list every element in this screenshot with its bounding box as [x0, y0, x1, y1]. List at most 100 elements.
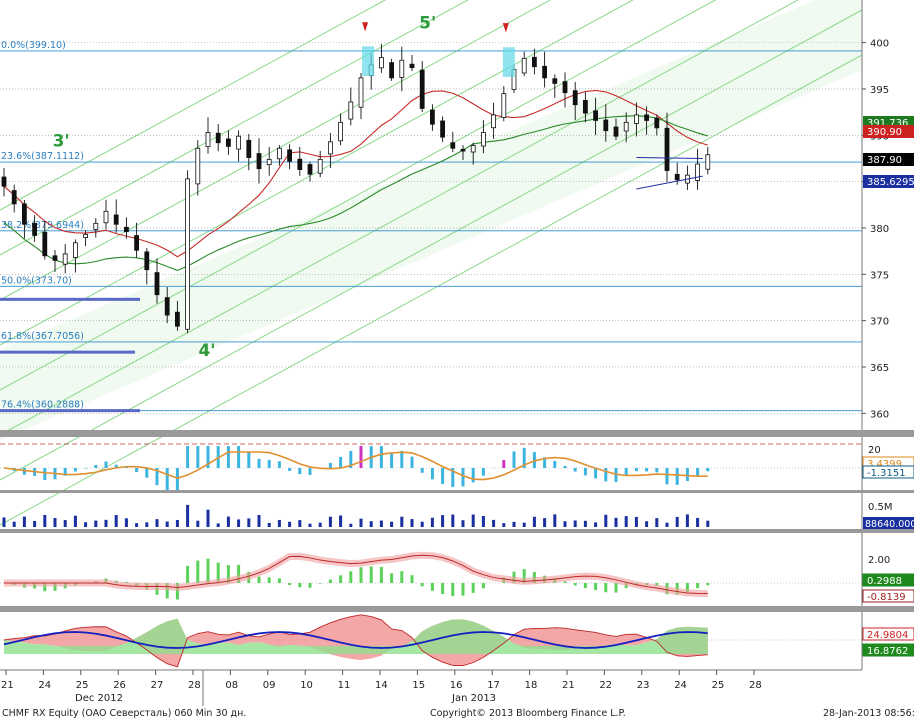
candle-body — [358, 77, 364, 108]
candle-body — [378, 57, 384, 69]
macd-bar — [277, 578, 281, 583]
wave-label: 4' — [198, 341, 215, 361]
candle-body — [501, 93, 507, 118]
candles — [1, 43, 711, 334]
osc-bar — [481, 468, 485, 476]
macd-bar — [604, 583, 608, 593]
macd-bar — [594, 583, 598, 591]
osc-bar — [624, 468, 628, 476]
candle-body — [440, 120, 446, 138]
osc-bar — [706, 468, 710, 472]
date-tick-label: 21 — [1, 680, 14, 691]
candle-body — [603, 119, 609, 132]
volume-bar — [53, 518, 57, 527]
volume-bar — [114, 515, 118, 527]
fib-label: 50.0%(373.70) — [1, 275, 72, 286]
volume-bar — [226, 516, 230, 527]
candle-body — [103, 210, 109, 224]
month-label: Jan 2013 — [451, 693, 496, 704]
macd-bar — [349, 571, 353, 583]
date-tick-label: 24 — [674, 680, 687, 691]
volume-bar — [400, 516, 404, 527]
macd-bar — [390, 573, 394, 583]
date-tick-label: 26 — [113, 680, 126, 691]
price-tick-label: 380 — [870, 224, 889, 235]
macd-bar — [175, 583, 179, 600]
volume-bar — [573, 520, 577, 527]
volume-bar — [441, 515, 445, 527]
volume-bar — [339, 515, 343, 527]
macd-bar — [206, 558, 210, 583]
osc-bar — [328, 462, 332, 468]
date-tick-label: 16 — [450, 680, 463, 691]
osc-bar — [461, 468, 465, 487]
volume-bar — [359, 518, 363, 527]
candle-body — [542, 65, 547, 79]
candle-body — [593, 110, 598, 121]
osc-bar — [502, 460, 506, 468]
volume-bar — [196, 520, 200, 527]
osc-bar — [543, 457, 547, 468]
osc-bar — [645, 468, 649, 472]
candle-body — [144, 251, 150, 271]
volume-tag-label: 88640.0000 — [865, 519, 914, 530]
macd-bar — [522, 569, 526, 583]
volume-bar — [43, 514, 47, 527]
price-tag-bg — [863, 153, 914, 166]
osc-bar — [165, 468, 169, 490]
volume-bar — [481, 515, 485, 527]
volume-bar — [308, 523, 312, 527]
osc-bar — [420, 468, 424, 473]
macd-bar — [614, 583, 618, 593]
candle-body — [52, 255, 58, 261]
macd-tick-label: 2.00 — [868, 555, 890, 566]
volume-bar — [298, 520, 302, 527]
candle-body — [674, 173, 680, 181]
sell-signal-marker — [502, 23, 509, 33]
macd-bar — [237, 564, 241, 583]
price-tag-label: 391.736 — [867, 118, 908, 129]
candle-body — [532, 56, 537, 68]
macd-bar — [420, 583, 424, 587]
candle-body — [460, 148, 466, 152]
date-tick-label: 17 — [487, 680, 500, 691]
dmi-tag-label: 16.8762 — [867, 646, 908, 657]
panel-separator — [0, 606, 914, 612]
osc-bar — [522, 447, 526, 468]
volume-bar — [563, 521, 567, 527]
candle-body — [419, 69, 425, 109]
volume-tag-bg — [863, 517, 914, 529]
macd-bar — [583, 583, 587, 589]
osc-bar — [257, 458, 261, 468]
candle-body — [164, 297, 170, 316]
date-tick-label: 14 — [375, 680, 388, 691]
candle-body — [185, 178, 191, 330]
footer-center: Copyright© 2013 Bloomberg Finance L.P. — [430, 708, 626, 719]
date-tick-label: 28 — [188, 680, 201, 691]
osc-bar — [553, 460, 557, 468]
volume-bar — [33, 520, 37, 527]
dmi-fill-green — [4, 618, 708, 654]
macd-bar — [481, 583, 485, 589]
volume-bar — [165, 521, 169, 527]
candle-body — [246, 139, 252, 158]
macd-bar — [563, 581, 567, 583]
date-tick-label: 28 — [749, 680, 762, 691]
macd-bar — [410, 575, 414, 583]
macd-bar — [359, 567, 363, 583]
osc-bar — [573, 468, 577, 472]
macd-bar — [573, 583, 577, 586]
osc-bar — [277, 461, 281, 468]
panel-separator — [0, 430, 914, 437]
osc-tag-bg — [862, 465, 914, 479]
candle-body — [11, 190, 17, 205]
price-tick-label: 360 — [870, 409, 889, 420]
candle-body — [348, 101, 354, 120]
osc-bar — [359, 446, 363, 468]
candle-body — [338, 121, 344, 142]
volume-bar — [135, 523, 139, 527]
macd-bar — [328, 579, 332, 583]
candle-body — [470, 145, 476, 153]
volume-bar — [94, 520, 98, 527]
